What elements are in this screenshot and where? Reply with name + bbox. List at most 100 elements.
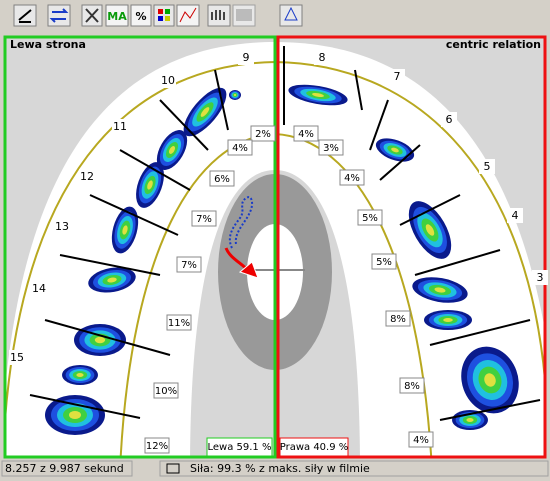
pressure-map <box>45 84 519 435</box>
tooth-label-box <box>507 208 523 223</box>
pressure-blob <box>443 318 453 322</box>
percent-box <box>153 382 179 399</box>
percent-box <box>357 209 383 226</box>
cof-trajectory <box>228 196 254 249</box>
tooth-divider <box>29 394 141 419</box>
tooth-number: 7 <box>394 70 401 83</box>
right-panel-title: centric relation <box>446 38 541 51</box>
status-pane <box>1 460 133 477</box>
tooth-divider <box>119 149 191 191</box>
pressure-blob <box>425 224 435 236</box>
percent-box <box>371 253 397 270</box>
tooth-number: 11 <box>113 120 127 133</box>
tooth-label-box <box>479 159 495 174</box>
status-pane <box>159 460 549 477</box>
tooth-percent: 7% <box>181 260 197 271</box>
status-icon <box>166 463 180 474</box>
percent-box <box>408 431 434 448</box>
pressure-blob <box>76 373 84 377</box>
percent-box <box>144 437 170 454</box>
status-bar <box>0 459 550 477</box>
tooth-divider <box>429 319 531 346</box>
cof-marker <box>238 261 259 279</box>
percent-button[interactable] <box>130 4 152 27</box>
right-total: Prawa 40.9 % <box>280 442 349 453</box>
tooth-label-box <box>54 219 70 234</box>
tooth-divider <box>354 69 363 111</box>
percent-box <box>191 210 217 227</box>
tool-icon <box>85 8 99 23</box>
disabled-icon <box>236 9 252 21</box>
pressure-blob <box>233 94 237 96</box>
tooth-divider <box>399 194 461 226</box>
percent-box <box>293 125 319 142</box>
tooth-number: 12 <box>80 170 94 183</box>
tooth-label-box <box>9 350 25 365</box>
pressure-blob <box>168 146 176 154</box>
tooth-percent: 10% <box>155 386 177 397</box>
left-total: Lewa 59.1 % <box>208 442 272 453</box>
pressure-blob <box>391 147 399 153</box>
tooth-number: 10 <box>161 74 175 87</box>
status-time: 8.257 z 9.987 sekund <box>5 462 124 475</box>
tooth-divider <box>439 399 541 421</box>
swap-button[interactable] <box>47 4 71 27</box>
tooth-percent: 4% <box>232 143 248 154</box>
tooth-label-box <box>79 169 95 184</box>
tooth-number: 9 <box>243 51 250 64</box>
tooth-number: 8 <box>319 51 326 64</box>
labels: 9 10 11 12 13 14 15 2% 4% 6% 7% 7% 11% 10% 12% 8 7 6 5 4 3 4%… <box>9 50 548 454</box>
tooth-label-box <box>441 112 457 127</box>
ma-label: MA <box>107 10 127 23</box>
tooth-percent: 2% <box>255 129 271 140</box>
tooth-percent: 8% <box>390 314 406 325</box>
tooth-divider <box>44 319 171 356</box>
tooth-label-box <box>314 50 330 65</box>
swap-icon <box>49 8 69 23</box>
percent-label: % <box>135 10 146 23</box>
tooth-label-box <box>160 73 176 88</box>
percent-box <box>385 310 411 327</box>
pressure-blob <box>69 411 81 419</box>
percent-box <box>399 377 425 394</box>
tooth-percent: 4% <box>413 435 429 446</box>
tooth-number: 15 <box>10 351 24 364</box>
tooth-label-box <box>532 270 548 285</box>
percent-box <box>176 256 202 273</box>
ma-button[interactable] <box>105 4 129 27</box>
teeth-icon <box>211 10 225 20</box>
view-button[interactable] <box>279 4 303 27</box>
pressure-blob <box>200 107 210 117</box>
pressure-blob <box>107 277 117 283</box>
percent-box <box>318 139 344 156</box>
pressure-blob <box>484 373 496 387</box>
toolbar-buttons: MA % <box>13 4 303 27</box>
percent-box <box>250 125 276 142</box>
tooth-label-box <box>112 119 128 134</box>
right-panel <box>276 35 547 459</box>
tooth-number: 14 <box>32 282 46 295</box>
percent-box <box>339 169 365 186</box>
tooth-number: 3 <box>537 271 544 284</box>
tooth-percent: 7% <box>196 214 212 225</box>
left-panel-title: Lewa strona <box>10 38 86 51</box>
tooth-divider <box>379 144 421 181</box>
tooth-percent: 5% <box>376 257 392 268</box>
graph-icon <box>179 7 197 23</box>
pressure-blob <box>122 225 128 235</box>
tooth-percent: 11% <box>168 318 190 329</box>
percent-box <box>166 314 192 331</box>
edit-icon <box>18 9 32 23</box>
tooth-label-box <box>238 50 254 65</box>
tooth-number: 5 <box>484 160 491 173</box>
tooth-label-box <box>389 69 405 84</box>
tooth-divider <box>89 194 179 236</box>
grid-button[interactable] <box>153 4 175 27</box>
tooth-divider <box>159 99 209 151</box>
left-total-box <box>206 437 273 457</box>
tooth-percent: 6% <box>214 174 230 185</box>
percent-box <box>227 139 253 156</box>
tooth-number: 13 <box>55 220 69 233</box>
status-force: Siła: 99.3 % z maks. siły w filmie <box>190 462 370 475</box>
